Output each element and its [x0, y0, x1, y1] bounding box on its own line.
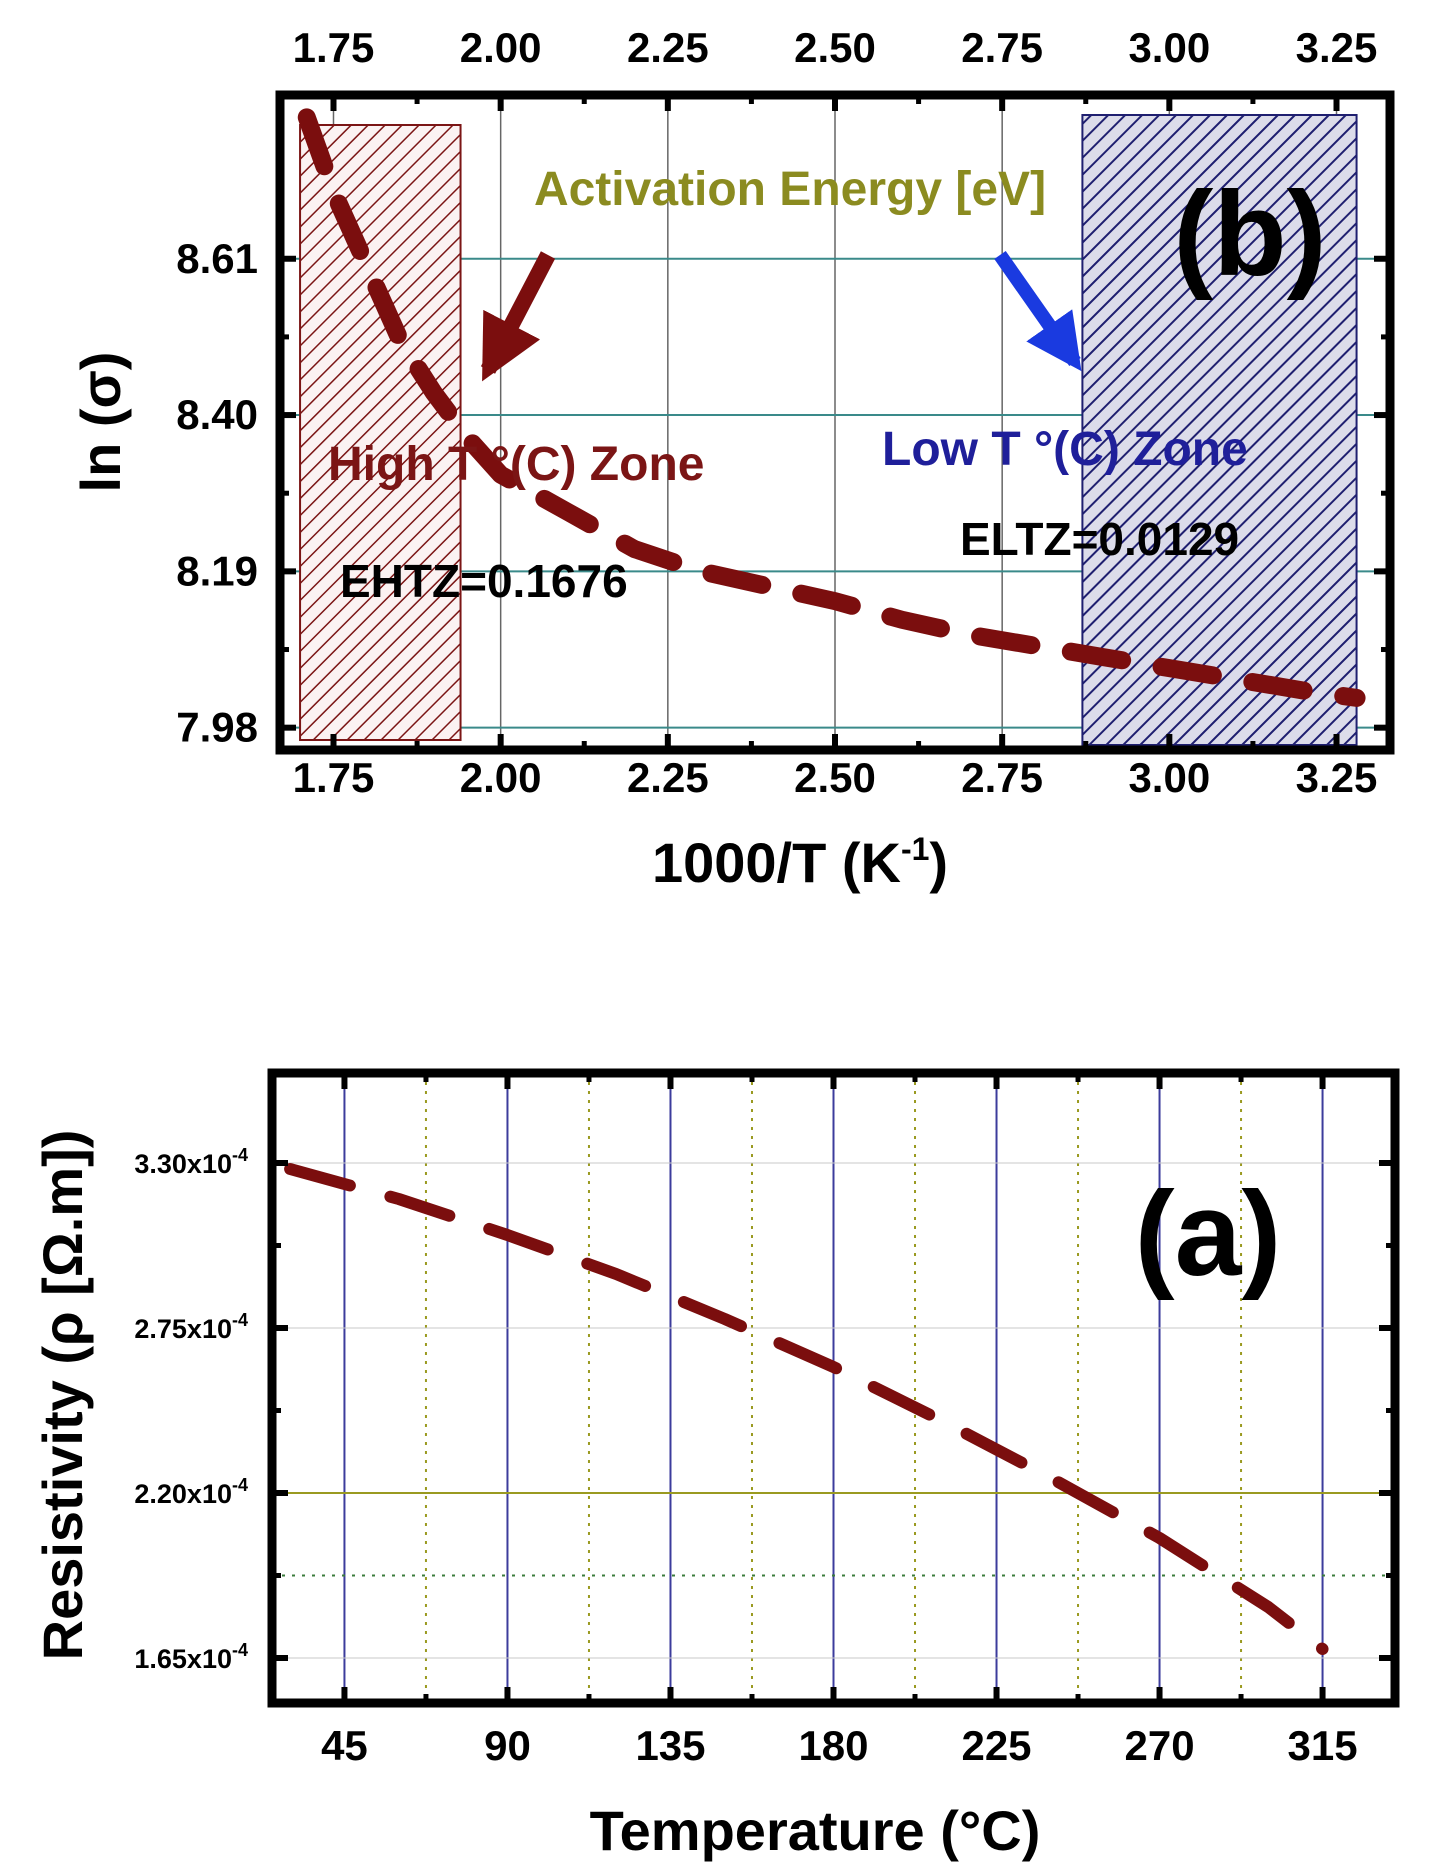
panel-a-xtick-label: 135: [635, 1722, 705, 1769]
panel-b-xtick-labels-top: 1.75 2.00 2.25 2.50 2.75 3.00 3.25: [293, 24, 1378, 71]
high-t-zone-label: High T °(C) Zone: [328, 438, 704, 491]
panel-b-xtick-label: 1.75: [293, 754, 375, 801]
panel-a-ytick-label: 3.30x10-4: [134, 1145, 248, 1179]
panel-b-xtick-label: 3.25: [1296, 754, 1378, 801]
panel-b-xtick-label-top: 2.00: [460, 24, 542, 71]
panel-a-ytick-base: 2.75x10: [134, 1314, 232, 1344]
panel-b-letter: (b): [1173, 167, 1326, 301]
panel-a-ytick-base: 2.20x10: [134, 1479, 232, 1509]
panel-b-xtick-label-top: 3.25: [1296, 24, 1378, 71]
panel-a-ytick-exponent: -4: [232, 1310, 248, 1330]
panel-a-series: [284, 1163, 1329, 1655]
panel-a-ytick-label: 1.65x10-4: [134, 1640, 248, 1674]
panel-b-series-line: [297, 108, 1366, 707]
panel-b-xtick-label-top: 3.00: [1128, 24, 1210, 71]
panel-a-xlabel: Temperature (°C): [590, 1799, 1041, 1862]
panel-b-xlabel-main: 1000/T (K: [652, 831, 901, 894]
panel-b-ytick-labels: 7.98 8.19 8.40 8.61: [176, 235, 258, 751]
panel-a-ylabel: Resistivity (ρ [Ω.m]): [31, 1130, 94, 1661]
panel-b-ylabel: ln (σ): [69, 352, 132, 493]
panel-a-xtick-labels: 45 90 135 180 225 270 315: [321, 1722, 1357, 1769]
low-zone-arrow: [994, 250, 1082, 372]
panel-a: 45 90 135 180 225 270 315 1.65x10-42.20x10-42.…: [31, 1068, 1400, 1862]
panel-b-title: Activation Energy [eV]: [534, 163, 1046, 216]
panel-a-xtick-label: 315: [1288, 1722, 1358, 1769]
panel-b-ticks: [280, 95, 1390, 750]
panel-a-letter: (a): [1135, 1167, 1282, 1301]
panel-b-xtick-label-top: 2.75: [961, 24, 1043, 71]
panel-b-ytick-label: 8.19: [176, 547, 258, 594]
panel-b-ytick-label: 8.40: [176, 391, 258, 438]
low-t-zone: [1081, 114, 1358, 746]
panel-b-xtick-label: 2.00: [460, 754, 542, 801]
low-t-zone-label: Low T °(C) Zone: [882, 423, 1248, 476]
panel-a-grid: [272, 1073, 1395, 1703]
panel-b-xtick-label-top: 2.25: [627, 24, 709, 71]
panel-a-ytick-base: 1.65x10: [134, 1644, 232, 1674]
panel-b: 1.75 2.00 2.25 2.50 2.75 3.00 3.25 1.75 2.00 2.2…: [69, 24, 1395, 894]
panel-a-ytick-label: 2.20x10-4: [134, 1475, 248, 1509]
high-t-zone: [299, 124, 462, 741]
eltz-label: ELTZ=0.0129: [960, 513, 1239, 565]
panel-b-ytick-label: 7.98: [176, 704, 258, 751]
panel-a-xtick-label: 180: [798, 1722, 868, 1769]
panel-b-xtick-label: 2.50: [794, 754, 876, 801]
panel-b-xtick-label-top: 1.75: [293, 24, 375, 71]
panel-a-ytick-exponent: -4: [232, 1475, 248, 1495]
panel-a-xtick-label: 225: [961, 1722, 1031, 1769]
panel-a-xtick-label: 90: [484, 1722, 531, 1769]
high-zone-arrow: [480, 251, 556, 382]
panel-b-xtick-label-top: 2.50: [794, 24, 876, 71]
panel-b-xlabel-sup: -1: [901, 831, 929, 867]
ehtz-label: EHTZ=0.1676: [340, 555, 628, 607]
panel-a-ticks: [272, 1073, 1395, 1703]
panel-a-ytick-exponent: -4: [232, 1145, 248, 1165]
panel-a-ytick-labels: 1.65x10-42.20x10-42.75x10-43.30x10-4: [134, 1145, 248, 1674]
panel-a-xtick-label: 270: [1124, 1722, 1194, 1769]
panel-b-xlabel-tail: ): [929, 831, 948, 894]
panel-a-ytick-label: 2.75x10-4: [134, 1310, 248, 1344]
panel-b-xtick-label: 2.25: [627, 754, 709, 801]
panel-a-xtick-label: 45: [321, 1722, 368, 1769]
panel-a-ytick-exponent: -4: [232, 1640, 248, 1660]
panel-b-xtick-labels-bottom: 1.75 2.00 2.25 2.50 2.75 3.00 3.25: [293, 754, 1378, 801]
panel-a-series-line: [284, 1163, 1329, 1655]
panel-b-xlabel: 1000/T (K-1): [652, 831, 948, 894]
panel-a-ytick-base: 3.30x10: [134, 1149, 232, 1179]
panel-b-ytick-label: 8.61: [176, 235, 258, 282]
panel-b-series: [297, 108, 1366, 707]
panel-b-xtick-label: 3.00: [1128, 754, 1210, 801]
panel-b-xtick-label: 2.75: [961, 754, 1043, 801]
